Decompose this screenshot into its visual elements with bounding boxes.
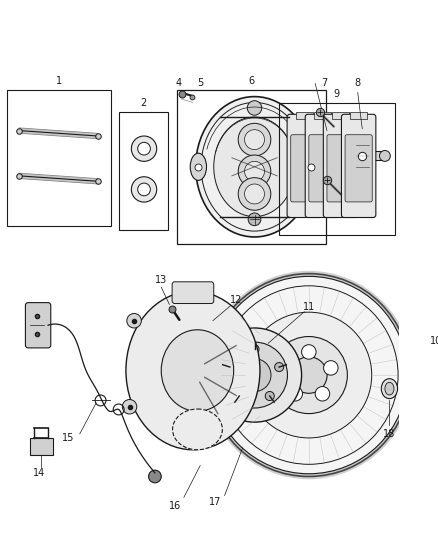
Bar xyxy=(314,111,331,119)
Circle shape xyxy=(235,391,244,400)
Circle shape xyxy=(148,470,161,483)
Circle shape xyxy=(208,328,302,422)
FancyBboxPatch shape xyxy=(287,114,321,217)
Circle shape xyxy=(357,123,367,134)
Text: 13: 13 xyxy=(155,275,167,285)
Bar xyxy=(119,112,169,230)
Ellipse shape xyxy=(173,409,223,450)
Text: 11: 11 xyxy=(303,302,315,312)
Circle shape xyxy=(324,361,338,375)
Bar xyxy=(279,103,395,235)
Text: 12: 12 xyxy=(230,295,243,305)
Circle shape xyxy=(208,273,410,477)
Circle shape xyxy=(127,313,141,328)
Ellipse shape xyxy=(214,117,295,216)
FancyBboxPatch shape xyxy=(342,114,376,217)
Text: 9: 9 xyxy=(334,90,340,99)
Circle shape xyxy=(315,386,330,401)
Bar xyxy=(339,151,385,160)
FancyBboxPatch shape xyxy=(309,135,336,202)
Circle shape xyxy=(248,213,261,225)
Ellipse shape xyxy=(303,153,319,180)
Circle shape xyxy=(250,345,259,354)
Circle shape xyxy=(238,155,271,188)
FancyBboxPatch shape xyxy=(25,303,51,348)
Bar xyxy=(350,111,367,119)
Text: 7: 7 xyxy=(321,78,327,88)
Text: 10: 10 xyxy=(430,336,438,346)
Text: 2: 2 xyxy=(141,99,147,108)
Circle shape xyxy=(275,362,284,372)
Circle shape xyxy=(379,150,390,161)
Circle shape xyxy=(131,136,157,161)
Text: 5: 5 xyxy=(197,78,203,88)
Circle shape xyxy=(357,177,367,189)
Circle shape xyxy=(290,357,327,393)
Bar xyxy=(7,90,111,225)
Ellipse shape xyxy=(381,378,398,399)
Text: 1: 1 xyxy=(57,76,63,86)
Circle shape xyxy=(334,150,345,161)
Text: 4: 4 xyxy=(175,78,181,88)
Bar xyxy=(332,111,349,119)
Circle shape xyxy=(270,336,347,414)
Text: 6: 6 xyxy=(248,76,254,86)
Text: 17: 17 xyxy=(209,497,222,507)
FancyBboxPatch shape xyxy=(327,135,354,202)
Circle shape xyxy=(265,391,274,400)
Text: 18: 18 xyxy=(383,429,396,439)
Ellipse shape xyxy=(196,96,313,237)
Circle shape xyxy=(138,142,150,155)
Circle shape xyxy=(122,400,137,414)
Circle shape xyxy=(244,130,265,150)
Bar xyxy=(356,129,369,183)
Bar xyxy=(30,439,53,455)
Text: 8: 8 xyxy=(355,78,361,88)
Text: 16: 16 xyxy=(169,502,181,511)
Circle shape xyxy=(238,359,271,392)
Circle shape xyxy=(246,312,372,438)
FancyBboxPatch shape xyxy=(345,135,372,202)
Circle shape xyxy=(238,123,271,156)
FancyBboxPatch shape xyxy=(305,114,339,217)
Circle shape xyxy=(288,386,303,401)
Circle shape xyxy=(131,177,157,202)
FancyBboxPatch shape xyxy=(172,282,214,303)
Circle shape xyxy=(238,177,271,210)
Circle shape xyxy=(222,342,287,408)
Circle shape xyxy=(302,345,316,359)
Ellipse shape xyxy=(161,330,234,411)
FancyBboxPatch shape xyxy=(323,114,358,217)
Text: 14: 14 xyxy=(33,468,45,478)
Circle shape xyxy=(244,184,265,204)
Ellipse shape xyxy=(190,153,207,180)
Bar xyxy=(177,90,326,244)
Circle shape xyxy=(279,361,294,375)
Circle shape xyxy=(247,101,262,115)
Circle shape xyxy=(138,183,150,196)
Text: 15: 15 xyxy=(62,433,74,443)
Bar xyxy=(296,111,313,119)
Ellipse shape xyxy=(126,292,260,450)
Ellipse shape xyxy=(385,382,394,395)
Circle shape xyxy=(244,161,265,181)
Circle shape xyxy=(226,362,234,372)
FancyBboxPatch shape xyxy=(291,135,318,202)
